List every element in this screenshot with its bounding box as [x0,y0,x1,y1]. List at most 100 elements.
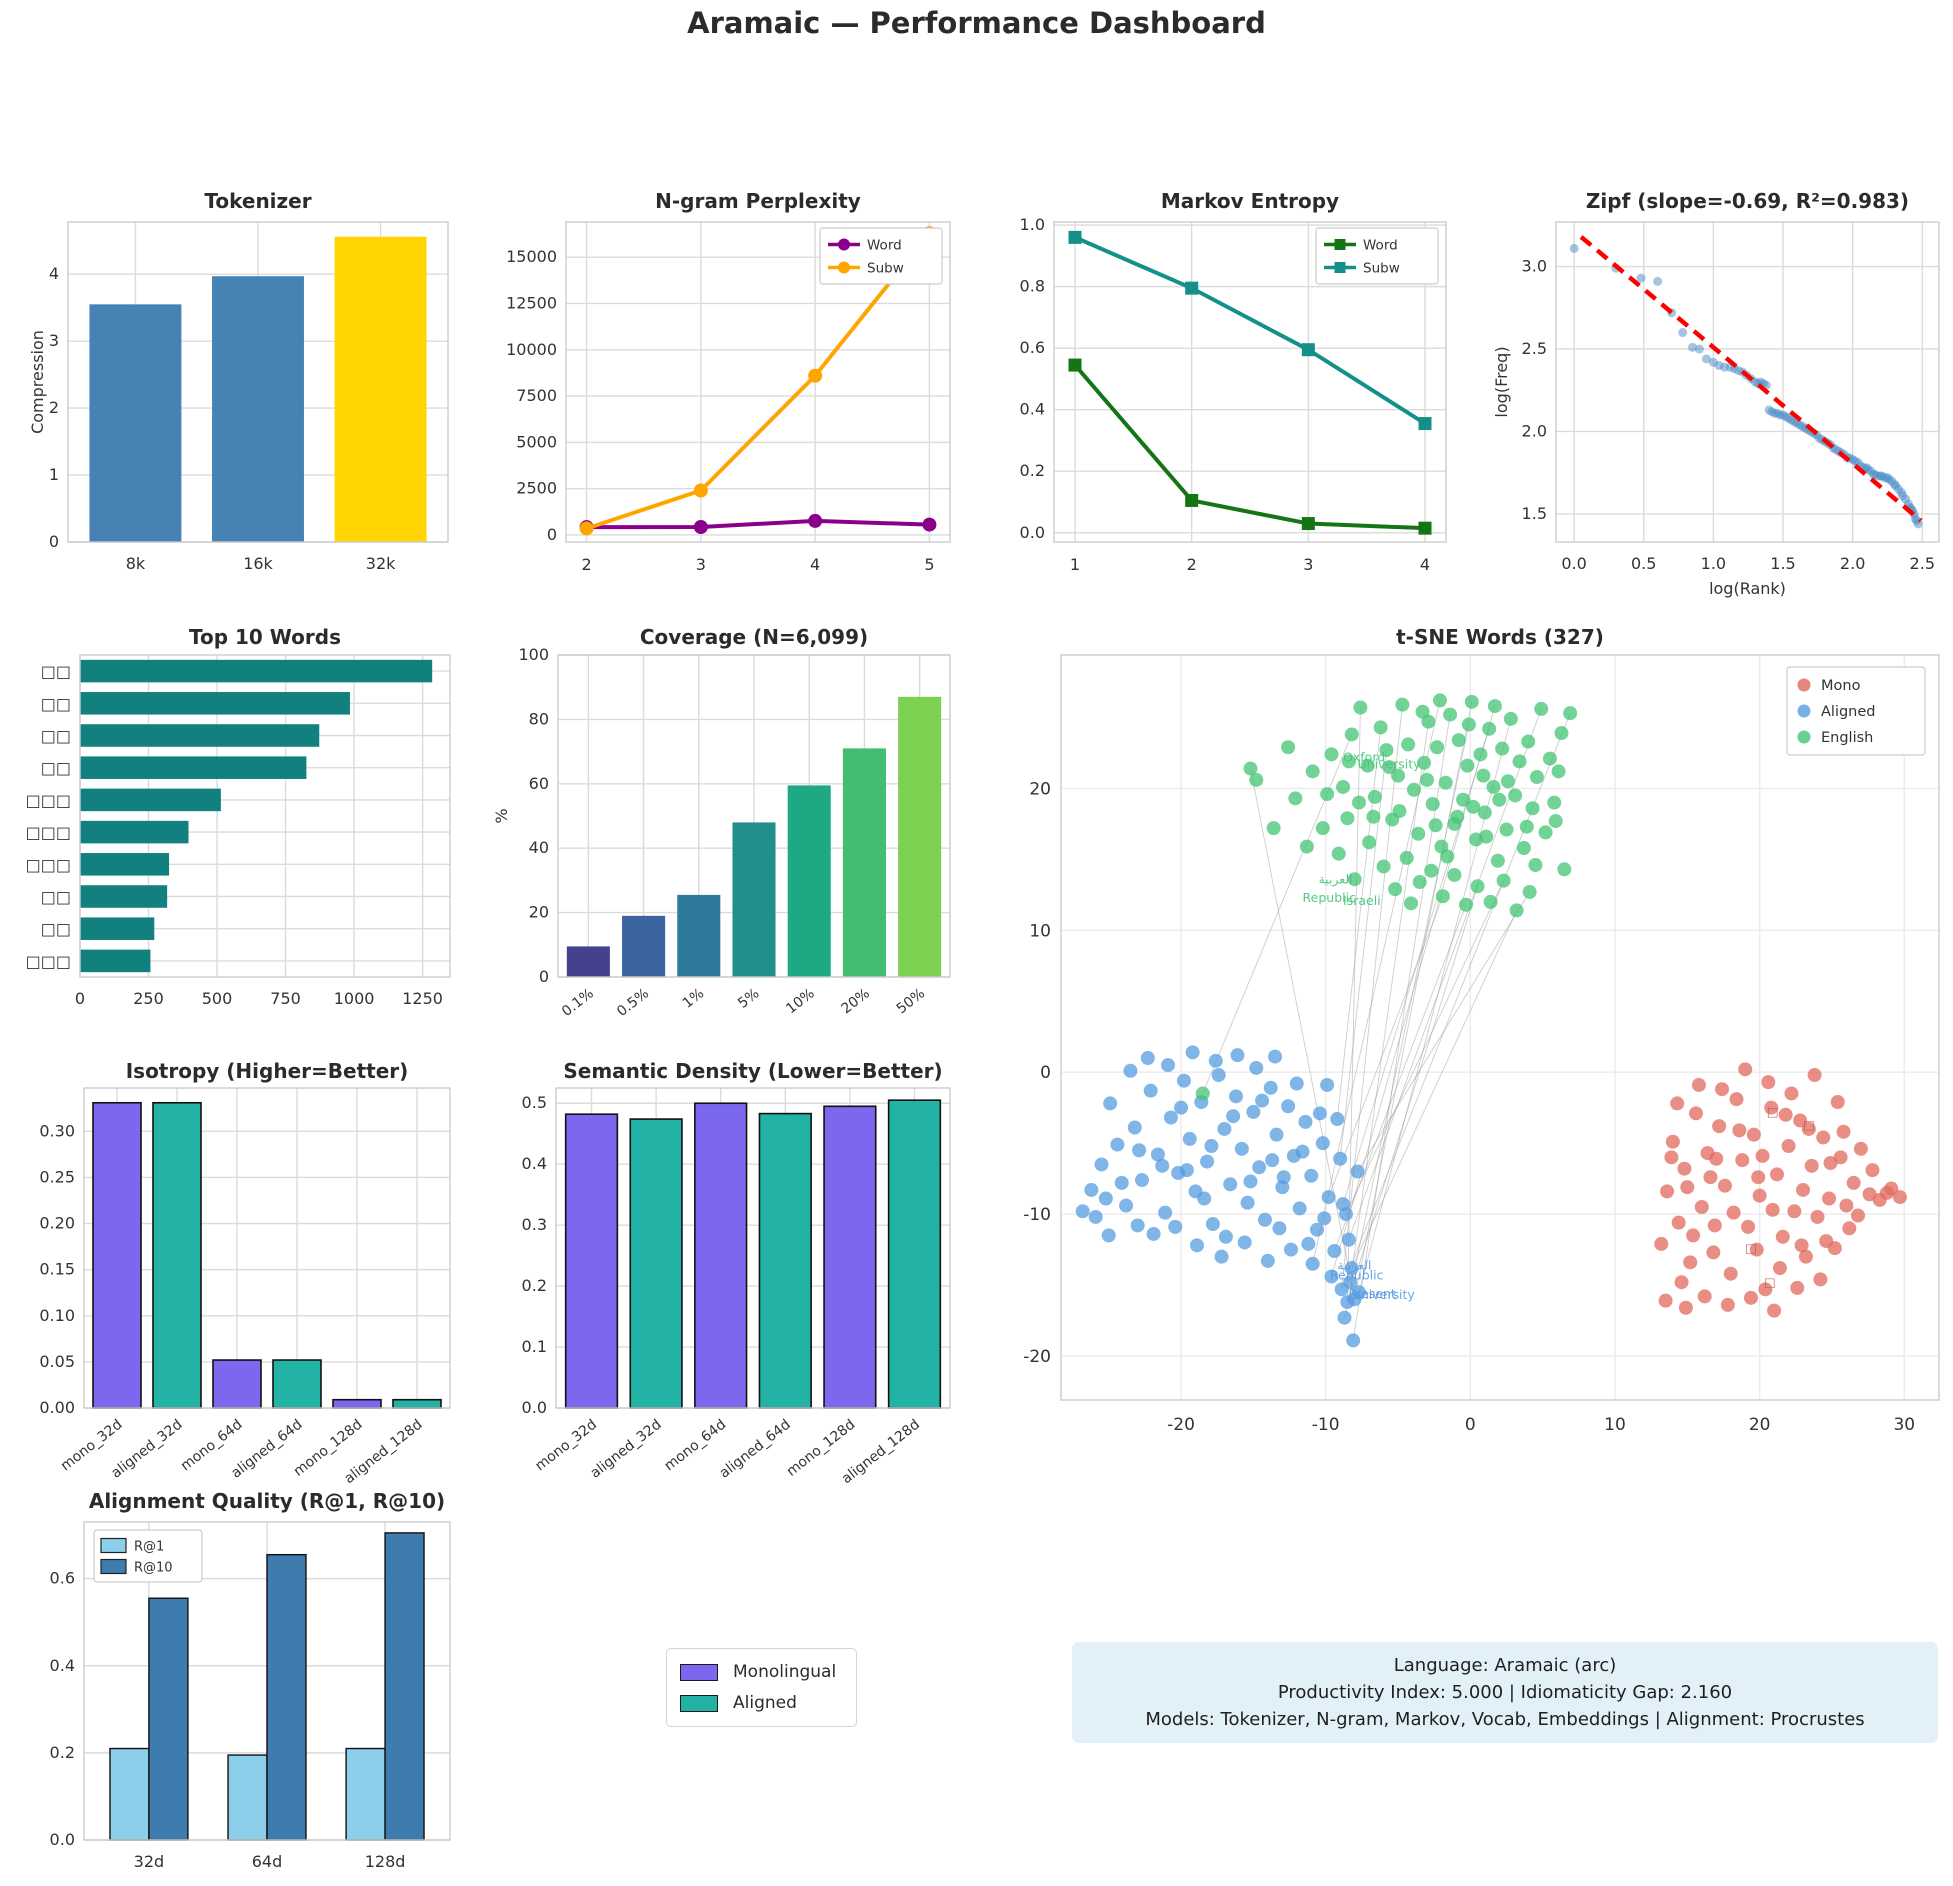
y-tick: 3 [49,331,59,350]
y-tick: 4 [49,264,59,283]
chart-title: N-gram Perplexity [655,189,861,213]
annotation: Israeli [1343,893,1381,908]
bar-row-9 [80,917,155,940]
chart-title: Semantic Density (Lower=Better) [563,1059,942,1083]
y-tick: 0.25 [39,1167,75,1186]
x-tick: 20 [1749,1415,1771,1435]
y-tick: 0.0 [1020,523,1045,542]
cluster-English [1195,693,1578,1101]
y-tick: 0 [1040,1063,1051,1083]
legend-row-monolingual: Monolingual [680,1662,836,1682]
cluster-Aligned [1075,1045,1366,1348]
bar-R@1-128d [345,1747,386,1841]
chart-isotropy: 0.00 0.05 0.10 0.15 0.20 0.25 0.30 mono_32d alig… [26,1056,462,1492]
y-tick: 0.2 [1020,461,1045,480]
series-Word [1073,363,1426,531]
plot-border [83,1087,451,1409]
bar-R@1-64d [227,1754,268,1841]
bar-mono_128d [823,1105,877,1409]
series-Subw [1074,235,1427,426]
x-tick: -10 [1312,1415,1340,1435]
y-cat: □□□ [26,823,71,842]
series-Word [586,518,930,530]
x-tick: 128d [365,1852,406,1871]
y-tick: 1 [49,465,59,484]
y-tick: 0 [49,532,59,551]
y-cat: □□ [41,727,71,746]
plot-border [557,654,951,978]
bar-row-3 [80,724,320,747]
y-tick: 0.0 [50,1830,75,1849]
chart-semantic-density: 0.0 0.1 0.2 0.3 0.4 0.5 mono_32d aligned_32d mon… [492,1056,960,1492]
legend-item-Subw: Subw [867,261,904,277]
y-tick: 5000 [516,432,557,451]
coverage-svg: 0 20 40 60 80 100 0.1% 0.5% 1% 5% 10% 20% 50%% Covera… [492,625,951,1021]
y-tick: 0.4 [1020,400,1045,419]
monolingual-swatch [680,1663,718,1681]
x-tick: 0 [75,989,85,1008]
y-tick: 12500 [506,293,557,312]
chart-title: Alignment Quality (R@1, R@10) [89,1489,445,1513]
chart-coverage: 0 20 40 60 80 100 0.1% 0.5% 1% 5% 10% 20% 50%% Covera… [492,622,960,1034]
y-tick: 20 [529,903,549,922]
y-tick: 3.0 [1522,257,1547,276]
page-title: Aramaic — Performance Dashboard [687,6,1266,40]
x-tick: aligned_32d [587,1417,664,1482]
annotation: □ [1745,1240,1757,1255]
bar-aligned_128d [887,1099,942,1409]
bar-row-4 [80,756,307,779]
legend-item-Aligned: Aligned [1821,704,1876,720]
x-tick: 1000 [334,989,375,1008]
x-tick: 250 [133,989,164,1008]
bar-aligned_128d [392,1398,442,1409]
legend-item-Word: Word [1363,238,1398,254]
y-tick: 7500 [516,386,557,405]
bar-aligned_64d [272,1359,322,1409]
bar-row-1 [80,659,433,683]
y-tick: 0.3 [522,1215,547,1234]
y-tick: 0 [539,967,549,986]
bar-R@10-32d [148,1597,189,1841]
embedding-type-legend: Monolingual Aligned [666,1648,858,1727]
y-tick: 0.15 [39,1260,75,1279]
tokenizer-svg: 0 1 2 3 4 8k 16k 32k Compression Tokenizer [28,189,449,573]
y-tick: 60 [529,774,549,793]
y-tick: 0.2 [50,1743,75,1762]
bar-mono_32d [564,1113,619,1409]
x-tick: 32k [366,554,396,573]
y-tick: 0.2 [522,1276,547,1295]
bar-mono_64d [212,1359,262,1409]
y-cat: □□□ [26,855,71,874]
x-tick: 0.1% [559,986,597,1021]
bar-R@1-32d [109,1747,150,1841]
x-tick: 32d [134,1852,165,1871]
annotation: □ [1767,1104,1779,1119]
x-tick: 500 [202,989,233,1008]
annotation: العربية [1337,1257,1371,1273]
x-tick: 2.5 [1910,554,1935,573]
bar-mono_64d [694,1102,748,1409]
info-line-metrics: Productivity Index: 5.000 | Idiomaticity… [1277,1682,1733,1703]
ngram-svg: 2 3 4 5 0 2500 5000 7500 10000 12500 15000 Word Subw… [506,189,951,574]
cluster-Mono [1654,1062,1907,1318]
x-tick: 750 [270,989,301,1008]
x-tick: aligned_64d [717,1417,794,1482]
annotation: University [1358,757,1422,772]
annotation: العربية [1318,871,1352,887]
y-tick: -20 [1023,1347,1051,1367]
semdensity-svg: 0.0 0.1 0.2 0.3 0.4 0.5 mono_32daligned_32dmon… [522,1059,951,1487]
x-tick: 10 [1604,1415,1626,1435]
chart-ngram-perplexity: 2 3 4 5 0 2500 5000 7500 10000 12500 15000 Word Subw… [492,186,960,582]
y-tick: 0.20 [39,1214,75,1233]
chart-title: Isotropy (Higher=Better) [126,1059,409,1083]
legend-row-aligned: Aligned [680,1693,836,1713]
chart-top-words: 0 250 500 750 1000 1250 □□ □□ □□ □□ □□□ □□□ □□□ □□ □□ □… [26,622,462,1014]
chart-title: Markov Entropy [1161,189,1339,213]
chart-title: Zipf (slope=-0.69, R²=0.983) [1586,189,1909,213]
plot-border [67,221,449,543]
x-tick: 50% [894,986,928,1018]
bar-mono_128d [332,1398,382,1409]
fit-line [1579,235,1923,523]
x-tick: 1.5 [1770,554,1795,573]
